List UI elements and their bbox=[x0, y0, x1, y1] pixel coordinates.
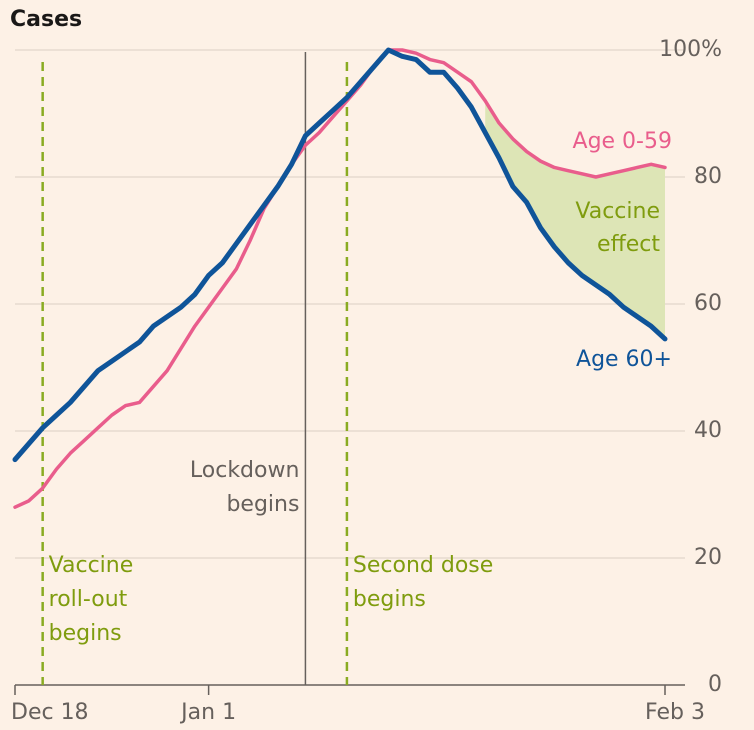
effect-label: effect bbox=[597, 232, 660, 257]
effect-label: Vaccine bbox=[575, 199, 660, 224]
x-tick-label: Dec 18 bbox=[11, 700, 89, 725]
series-line bbox=[13, 48, 667, 509]
event-label: roll-out bbox=[49, 587, 128, 612]
y-tick-label: 40 bbox=[694, 418, 722, 443]
y-tick-label: 0 bbox=[708, 672, 722, 697]
event-label: begins bbox=[49, 621, 122, 646]
y-tick-label: 20 bbox=[694, 545, 722, 570]
y-tick-label: 60 bbox=[694, 291, 722, 316]
chart-title: Cases bbox=[10, 7, 82, 32]
event-label: begins bbox=[353, 587, 426, 612]
event-label: Lockdown bbox=[190, 458, 300, 483]
x-tick-label: Jan 1 bbox=[179, 700, 236, 725]
series-label: Age 0-59 bbox=[573, 129, 672, 154]
y-tick-label: 80 bbox=[694, 164, 722, 189]
event-label: begins bbox=[226, 492, 299, 517]
event-label: Vaccine bbox=[49, 553, 134, 578]
effect-area bbox=[485, 100, 665, 339]
series-label: Age 60+ bbox=[576, 347, 672, 372]
event-label: Second dose bbox=[353, 553, 493, 578]
x-tick-label: Feb 3 bbox=[645, 700, 705, 725]
series-line bbox=[12, 47, 668, 463]
y-tick-label: 100% bbox=[659, 37, 722, 62]
